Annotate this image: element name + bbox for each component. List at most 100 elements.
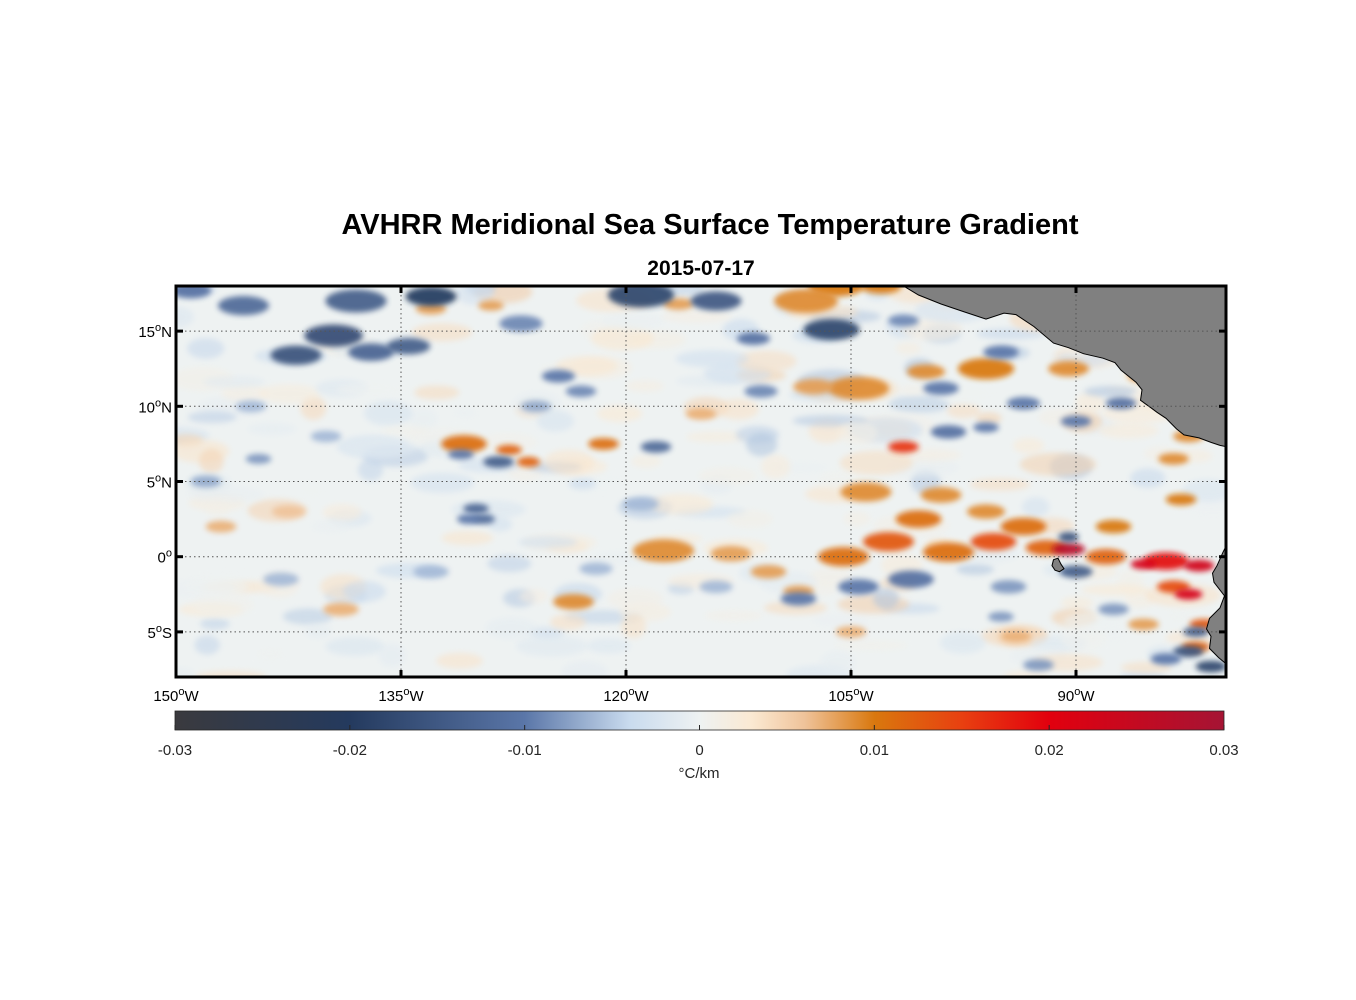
- positive-gradient-feature: [1051, 542, 1086, 556]
- gradient-texture-blob: [441, 530, 494, 546]
- gradient-texture-blob: [833, 640, 908, 651]
- negative-gradient-feature: [1183, 626, 1209, 637]
- gradient-texture-blob: [1063, 611, 1134, 633]
- negative-gradient-feature: [973, 422, 999, 433]
- negative-gradient-feature: [1023, 659, 1054, 671]
- gradient-texture-blob: [487, 555, 532, 573]
- negative-gradient-feature: [930, 425, 967, 439]
- gradient-texture-blob: [187, 411, 237, 424]
- colorbar-tick-label: 0.01: [860, 742, 889, 759]
- negative-gradient-feature: [448, 449, 474, 460]
- positive-gradient-feature: [793, 379, 834, 395]
- negative-gradient-feature: [499, 315, 543, 332]
- negative-gradient-feature: [579, 562, 613, 575]
- lat-tick-label: 5oS: [148, 623, 172, 642]
- positive-gradient-feature: [888, 441, 919, 453]
- negative-gradient-feature: [1173, 645, 1204, 658]
- gradient-texture-blob: [325, 637, 385, 656]
- gradient-texture-blob: [872, 587, 900, 609]
- gradient-texture-blob: [452, 406, 477, 419]
- latitude-labels: 15oN 10oN 5oN 0o 5oS: [138, 322, 172, 642]
- negative-gradient-feature: [838, 579, 879, 595]
- positive-gradient-feature: [271, 505, 306, 518]
- negative-gradient-feature: [1059, 565, 1093, 578]
- gradient-texture-blob: [1084, 385, 1137, 398]
- gradient-texture-blob: [298, 480, 324, 500]
- gradient-texture-blob: [1021, 497, 1050, 518]
- gradient-texture-blob: [1075, 392, 1106, 414]
- colorbar: -0.03 -0.02 -0.01 0 0.01 0.02 0.03 °C/km: [158, 710, 1239, 782]
- gradient-texture-blob: [946, 403, 981, 419]
- negative-gradient-feature: [1105, 397, 1137, 410]
- positive-gradient-feature: [966, 504, 1006, 519]
- gradient-texture-blob: [221, 383, 269, 403]
- colorbar-unit-label: °C/km: [679, 765, 720, 782]
- gradient-texture-blob: [662, 310, 732, 323]
- gradient-texture-blob: [176, 306, 194, 328]
- negative-gradient-feature: [541, 369, 576, 383]
- gradient-texture-blob: [343, 437, 417, 459]
- positive-gradient-feature: [710, 546, 752, 562]
- gradient-texture-blob: [590, 326, 654, 351]
- gradient-texture-blob: [413, 385, 460, 400]
- gradient-texture-blob: [704, 610, 763, 621]
- positive-gradient-feature: [774, 289, 838, 313]
- negative-gradient-feature: [744, 385, 778, 398]
- negative-gradient-feature: [1150, 653, 1182, 665]
- gradient-texture-blob: [625, 380, 665, 392]
- negative-gradient-feature: [1098, 603, 1129, 616]
- gradient-texture-blob: [698, 466, 757, 485]
- positive-gradient-feature: [415, 302, 447, 315]
- gradient-texture-blob: [620, 614, 647, 639]
- negative-gradient-feature: [325, 289, 387, 313]
- gradient-texture-blob: [1098, 422, 1159, 439]
- land-galapagos: [1051, 557, 1065, 573]
- negative-gradient-feature: [780, 592, 817, 606]
- gradient-texture-blob: [686, 431, 747, 443]
- lon-tick-label: 150oW: [153, 686, 199, 705]
- positive-gradient-feature: [478, 300, 504, 311]
- negative-gradient-feature: [699, 580, 733, 594]
- gradient-texture-blob: [555, 356, 618, 376]
- positive-gradient-feature: [1085, 549, 1127, 565]
- lon-tick-label: 105oW: [828, 686, 874, 705]
- lon-tick-label: 120oW: [603, 686, 649, 705]
- chart-subtitle: 2015-07-17: [647, 257, 754, 280]
- gradient-texture-blob: [843, 511, 871, 527]
- positive-gradient-feature: [750, 565, 787, 579]
- positive-gradient-feature: [1095, 519, 1132, 534]
- colorbar-tick-label: -0.02: [333, 742, 367, 759]
- negative-gradient-feature: [218, 296, 269, 316]
- negative-gradient-feature: [1006, 397, 1041, 410]
- gradient-texture-blob: [1081, 584, 1151, 596]
- gradient-texture-blob: [381, 425, 430, 436]
- gradient-texture-blob: [199, 448, 224, 474]
- positive-gradient-feature: [1128, 618, 1159, 631]
- gradient-texture-blob: [528, 626, 566, 639]
- gradient-texture-blob: [586, 638, 631, 654]
- gradient-texture-blob: [194, 635, 220, 655]
- gradient-texture-blob: [812, 614, 868, 627]
- gradient-texture-blob: [746, 432, 778, 457]
- gradient-texture-blob: [895, 342, 921, 355]
- gradient-texture-blob: [322, 503, 362, 521]
- gradient-texture-blob: [1019, 452, 1097, 476]
- gradient-texture-blob: [1002, 670, 1049, 677]
- map-area: 15oN 10oN 5oN 0o 5oS 150oW 135oW 120oW 105oW 90o…: [138, 284, 1228, 705]
- gradient-texture-blob: [478, 432, 538, 452]
- negative-gradient-feature: [690, 291, 742, 311]
- colorbar-tick-label: 0.03: [1209, 742, 1238, 759]
- negative-gradient-feature: [245, 453, 272, 464]
- positive-gradient-feature: [920, 487, 962, 503]
- positive-gradient-feature: [1048, 361, 1089, 377]
- negative-gradient-feature: [270, 345, 322, 365]
- gradient-texture-blob: [519, 588, 549, 604]
- positive-gradient-feature: [1183, 559, 1215, 572]
- gradient-texture-blob: [597, 405, 643, 422]
- gradient-texture-blob: [436, 652, 483, 669]
- colorbar-tick-label: 0.02: [1035, 742, 1064, 759]
- map-ticks: [174, 286, 1226, 677]
- positive-gradient-feature: [1130, 559, 1157, 570]
- negative-gradient-feature: [304, 324, 363, 347]
